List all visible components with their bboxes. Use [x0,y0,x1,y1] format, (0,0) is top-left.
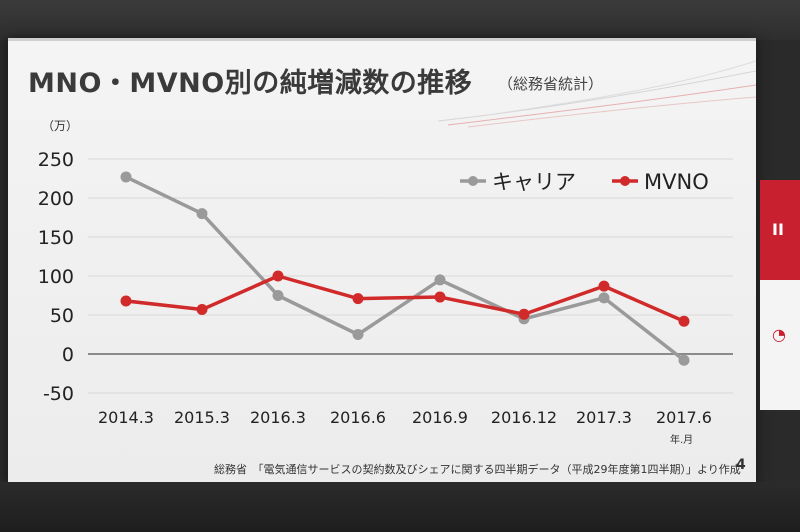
x-tick-label: 2016.6 [330,408,386,427]
data-point [434,274,446,286]
y-tick-labels: 250 200 150 100 50 0 -50 [38,149,74,405]
grid-lines [88,158,733,394]
source-note: 総務省 「電気通信サービスの契約数及びシェアに関する四半期データ（平成29年度第… [214,463,741,476]
x-tick-labels: 2014.3 2015.3 2016.3 2016.6 2016.9 2016.12 201… [98,408,712,427]
x-tick-label: 2014.3 [98,408,154,427]
data-point [598,292,610,304]
legend-swatch-marker [620,176,630,186]
x-tick-label: 2016.3 [250,408,306,427]
side-banner-red-block [760,180,800,280]
data-point [272,290,284,301]
data-point [352,329,364,340]
x-tick-label: 2015.3 [174,408,230,427]
series-lines [120,171,690,366]
y-axis-unit: （万） [42,119,79,133]
data-point [678,354,690,366]
projection-screen: MNO・MVNO別の純増減数の推移 （総務省統計） （万） 250 200 150 1… [8,38,756,485]
data-point [598,280,610,292]
data-point [196,208,208,220]
side-banner: II ◔ [760,180,800,410]
room-floor [0,482,800,532]
legend-swatch-marker [468,176,478,186]
y-tick-label: 100 [38,266,74,288]
page-subtitle: （総務省統計） [498,75,604,93]
data-point [352,293,364,305]
page-title: MNO・MVNO別の純増減数の推移 [28,68,473,99]
data-point [678,315,690,327]
page-number: 4 [736,457,746,473]
legend-label: MVNO [644,170,709,194]
slide-decoration [437,60,756,128]
x-tick-label: 2016.9 [412,408,468,427]
x-tick-label: 2016.12 [491,408,557,427]
y-tick-label: 0 [62,344,74,366]
data-point [120,171,132,183]
data-point [518,308,530,320]
side-banner-text: II [772,220,784,239]
x-tick-label: 2017.6 [656,408,712,427]
x-axis-unit: 年.月 [670,435,694,446]
data-point [434,291,446,303]
series-line [125,274,685,323]
legend: キャリア MVNO [460,170,709,194]
y-tick-label: -50 [43,383,74,405]
x-tick-label: 2017.3 [576,408,632,427]
y-tick-label: 250 [38,149,74,171]
y-tick-label: 150 [38,227,74,249]
data-point [272,270,284,282]
y-tick-label: 200 [38,188,74,210]
data-point [120,295,132,307]
series-line [125,175,686,362]
data-point [196,304,208,316]
wifi-icon: ◔ [772,325,786,344]
y-tick-label: 50 [50,305,74,327]
room-ceiling [0,0,800,40]
legend-label: キャリア [492,170,576,194]
